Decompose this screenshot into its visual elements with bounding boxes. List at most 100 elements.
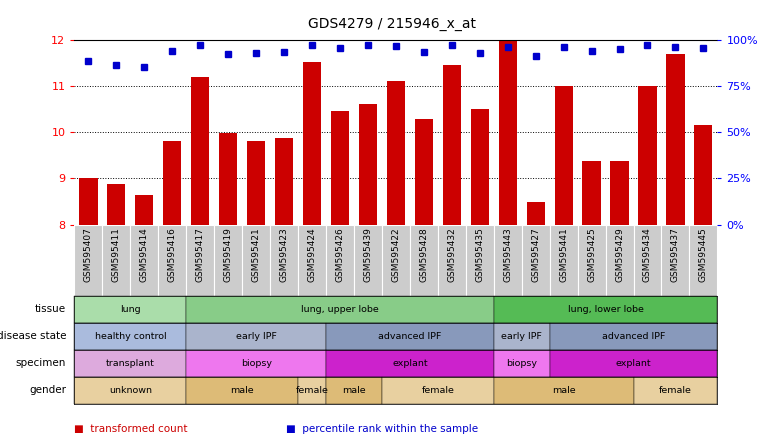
FancyBboxPatch shape (187, 349, 326, 377)
FancyBboxPatch shape (466, 225, 494, 296)
FancyBboxPatch shape (187, 296, 494, 323)
FancyBboxPatch shape (242, 225, 270, 296)
FancyBboxPatch shape (298, 377, 326, 404)
Text: GSM595429: GSM595429 (615, 227, 624, 282)
Bar (247, 141, 265, 225)
Text: GSM595432: GSM595432 (448, 227, 456, 282)
FancyBboxPatch shape (494, 225, 521, 296)
Bar (163, 141, 181, 225)
FancyBboxPatch shape (187, 323, 326, 349)
FancyBboxPatch shape (494, 296, 717, 323)
FancyBboxPatch shape (662, 225, 689, 296)
Text: GSM595407: GSM595407 (84, 227, 93, 282)
Bar (415, 119, 433, 225)
FancyBboxPatch shape (550, 225, 578, 296)
FancyBboxPatch shape (214, 225, 242, 296)
Text: GSM595441: GSM595441 (559, 227, 568, 282)
Bar (638, 86, 656, 225)
Bar (443, 65, 461, 225)
Bar (275, 138, 293, 225)
FancyBboxPatch shape (382, 377, 494, 404)
Text: ■  percentile rank within the sample: ■ percentile rank within the sample (286, 424, 478, 434)
Text: early IPF: early IPF (501, 332, 543, 341)
Bar (499, 40, 517, 225)
FancyBboxPatch shape (633, 377, 717, 404)
FancyBboxPatch shape (494, 323, 550, 349)
FancyBboxPatch shape (382, 225, 410, 296)
Bar (107, 184, 125, 225)
FancyBboxPatch shape (270, 225, 298, 296)
FancyBboxPatch shape (494, 349, 550, 377)
FancyBboxPatch shape (130, 225, 158, 296)
Text: male: male (552, 385, 575, 395)
Text: disease state: disease state (0, 331, 66, 341)
FancyBboxPatch shape (187, 377, 298, 404)
FancyBboxPatch shape (410, 225, 437, 296)
FancyBboxPatch shape (158, 225, 187, 296)
FancyBboxPatch shape (521, 225, 550, 296)
Text: tissue: tissue (35, 304, 66, 314)
FancyBboxPatch shape (326, 349, 494, 377)
Text: GSM595422: GSM595422 (391, 227, 401, 282)
FancyBboxPatch shape (494, 377, 633, 404)
Text: GSM595416: GSM595416 (168, 227, 177, 282)
Text: lung, upper lobe: lung, upper lobe (301, 305, 379, 313)
Bar (554, 86, 572, 225)
Text: male: male (230, 385, 254, 395)
Text: female: female (296, 385, 328, 395)
Bar (359, 103, 377, 225)
FancyBboxPatch shape (326, 323, 494, 349)
Text: female: female (659, 385, 691, 395)
Bar (666, 54, 684, 225)
FancyBboxPatch shape (550, 349, 717, 377)
Text: advanced IPF: advanced IPF (378, 332, 441, 341)
Text: GSM595424: GSM595424 (307, 227, 317, 282)
Bar (470, 109, 489, 225)
Text: GSM595423: GSM595423 (280, 227, 289, 282)
FancyBboxPatch shape (103, 225, 130, 296)
Text: GSM595411: GSM595411 (112, 227, 121, 282)
FancyBboxPatch shape (74, 377, 187, 404)
FancyBboxPatch shape (633, 225, 662, 296)
Text: female: female (422, 385, 454, 395)
Text: GSM595437: GSM595437 (671, 227, 680, 282)
Bar (191, 77, 209, 225)
FancyBboxPatch shape (689, 225, 717, 296)
Text: specimen: specimen (16, 358, 66, 368)
Text: explant: explant (615, 359, 652, 368)
Text: GSM595439: GSM595439 (364, 227, 372, 282)
Text: GSM595419: GSM595419 (223, 227, 233, 282)
Text: GSM595426: GSM595426 (336, 227, 344, 282)
Text: biopsy: biopsy (241, 359, 272, 368)
Text: GSM595421: GSM595421 (252, 227, 260, 282)
Text: advanced IPF: advanced IPF (602, 332, 665, 341)
Text: unknown: unknown (109, 385, 152, 395)
Text: ■  transformed count: ■ transformed count (74, 424, 188, 434)
FancyBboxPatch shape (605, 225, 633, 296)
Text: GSM595428: GSM595428 (419, 227, 428, 282)
Bar (527, 202, 545, 225)
Text: gender: gender (29, 385, 66, 395)
FancyBboxPatch shape (74, 323, 187, 349)
Text: GSM595443: GSM595443 (503, 227, 512, 282)
FancyBboxPatch shape (550, 323, 717, 349)
Text: GSM595427: GSM595427 (532, 227, 540, 282)
Text: healthy control: healthy control (95, 332, 166, 341)
Bar (303, 62, 321, 225)
Text: GSM595414: GSM595414 (140, 227, 149, 282)
Text: lung, lower lobe: lung, lower lobe (568, 305, 644, 313)
Text: explant: explant (392, 359, 428, 368)
Bar (695, 125, 713, 225)
Text: GSM595417: GSM595417 (196, 227, 205, 282)
Text: GSM595434: GSM595434 (643, 227, 652, 282)
Bar (387, 82, 405, 225)
Text: lung: lung (120, 305, 140, 313)
Text: GSM595425: GSM595425 (587, 227, 596, 282)
FancyBboxPatch shape (578, 225, 605, 296)
FancyBboxPatch shape (74, 349, 187, 377)
FancyBboxPatch shape (74, 296, 187, 323)
FancyBboxPatch shape (437, 225, 466, 296)
FancyBboxPatch shape (354, 225, 382, 296)
Text: GDS4279 / 215946_x_at: GDS4279 / 215946_x_at (308, 17, 476, 31)
Text: biopsy: biopsy (506, 359, 537, 368)
